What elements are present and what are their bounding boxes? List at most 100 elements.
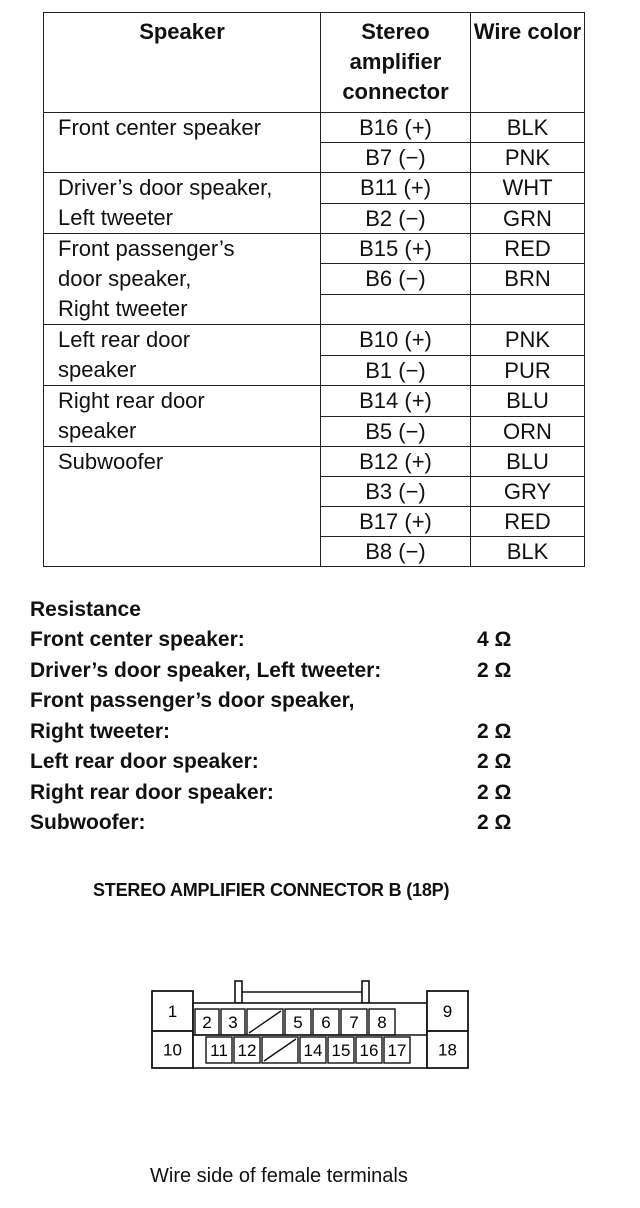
resistance-label: Left rear door speaker:: [30, 750, 259, 773]
connector-diagram: 1 10 9 18 2 3 5 6 7 8 11 12 14 15 16 17: [151, 980, 469, 1069]
resistance-row: Right tweeter: 2 Ω: [30, 717, 590, 748]
speaker-name-line: door speaker,: [58, 266, 192, 291]
terminal-cell: [220, 1008, 246, 1036]
wire-color-cell: BRN: [470, 263, 585, 295]
terminal-number: 2: [202, 1013, 211, 1032]
terminal-number: 8: [377, 1013, 386, 1032]
header-speaker: Speaker: [43, 12, 321, 113]
speaker-cell: Subwoofer: [43, 446, 321, 567]
connector-pin-cell: B6 (−): [320, 263, 471, 295]
speaker-name-line: Left tweeter: [58, 205, 173, 230]
resistance-value: 4 Ω: [477, 628, 512, 651]
wire-color-cell: RED: [470, 232, 585, 265]
wire-color-cell: BLK: [470, 112, 585, 143]
wire-color-cell: ORN: [470, 415, 585, 447]
connector-caption: Wire side of female terminals: [150, 1165, 408, 1187]
connector-pin-cell: B1 (−): [320, 354, 471, 386]
terminal-number: 14: [304, 1041, 323, 1060]
resistance-label: Subwoofer:: [30, 811, 146, 834]
header-wire-color: Wire color: [470, 12, 585, 113]
table-row: Left rear door speaker B10 (+) PNK: [43, 324, 585, 386]
resistance-row: Driver’s door speaker, Left tweeter: 2 Ω: [30, 656, 590, 687]
speaker-name-line: Subwoofer: [58, 449, 164, 474]
speaker-name-line: Left rear door: [58, 327, 191, 352]
connector-pin-cell: B11 (+): [320, 172, 471, 204]
resistance-row: Left rear door speaker: 2 Ω: [30, 747, 590, 778]
terminal-number: 1: [168, 1002, 177, 1021]
terminal-number: 12: [238, 1041, 257, 1060]
resistance-label: Driver’s door speaker, Left tweeter:: [30, 658, 382, 682]
empty-cell: [320, 294, 471, 326]
terminal-number: 15: [332, 1041, 351, 1060]
speaker-cell: Left rear door speaker: [43, 324, 321, 386]
wire-color-cell: BLK: [470, 536, 585, 567]
resistance-row: Right rear door speaker: 2 Ω: [30, 778, 590, 809]
terminal-cell: [355, 1036, 383, 1064]
terminal-number: 7: [349, 1013, 358, 1032]
speaker-cell: Driver’s door speaker, Left tweeter: [43, 172, 321, 234]
terminal-cell: [312, 1008, 340, 1036]
terminal-number: 18: [438, 1041, 457, 1060]
terminal-number: 11: [210, 1041, 228, 1060]
terminal-cell: [151, 1030, 194, 1069]
terminal-number: 17: [388, 1041, 407, 1060]
wire-color-cell: WHT: [470, 172, 585, 204]
blank-terminal-slash: [263, 1038, 297, 1062]
terminal-cell: [194, 1008, 220, 1036]
table-row: [44, 294, 585, 326]
speaker-name-line: Front passenger’s: [58, 236, 235, 261]
connector-pin-cell: B10 (+): [320, 324, 471, 356]
table-row: B8 (−) BLK: [44, 536, 585, 567]
resistance-label: Right rear door speaker:: [30, 780, 274, 804]
table-row: B5 (−) ORN: [44, 415, 585, 447]
connector-pin-cell: B12 (+): [320, 446, 471, 477]
latch-tab-left: [234, 980, 243, 1004]
empty-cell: [470, 294, 585, 326]
header-connector-line: connector: [342, 79, 449, 104]
wire-color-cell: RED: [470, 506, 585, 537]
blank-terminal: [261, 1036, 299, 1064]
terminal-cell: [426, 1030, 469, 1069]
terminal-number: 5: [293, 1013, 302, 1032]
table-body: Front center speaker B16 (+) BLK B7 (−) PNK D…: [43, 112, 585, 567]
wire-color-cell: BLU: [470, 446, 585, 477]
connector-pin-cell: B5 (−): [320, 415, 471, 447]
wire-color-cell: PUR: [470, 354, 585, 386]
terminal-number: 3: [228, 1013, 237, 1032]
connector-pin-cell: B3 (−): [320, 476, 471, 507]
table-row: Subwoofer B12 (+) BLU: [43, 446, 585, 567]
header-connector: Stereo amplifier connector: [320, 12, 471, 113]
header-connector-line: amplifier: [349, 49, 442, 74]
speaker-cell: Front passenger’s door speaker, Right twee…: [43, 233, 321, 325]
connector-title: STEREO AMPLIFIER CONNECTOR B (18P): [93, 880, 450, 900]
resistance-block: Resistance Front center speaker: 4 Ω Drive…: [30, 594, 590, 839]
connector-pin-cell: B14 (+): [320, 385, 471, 417]
wire-color-cell: BLU: [470, 385, 585, 417]
connector-pin-cell: B7 (−): [320, 142, 471, 173]
terminal-cell: [368, 1008, 396, 1036]
terminal-cell: [284, 1008, 312, 1036]
speaker-name-line: Front center speaker: [58, 115, 261, 140]
terminal-cell: [327, 1036, 355, 1064]
terminal-number: 6: [321, 1013, 330, 1032]
table-row: B7 (−) PNK: [44, 142, 585, 173]
connector-pin-cell: B17 (+): [320, 506, 471, 537]
resistance-title: Resistance: [30, 598, 141, 621]
resistance-label: Right tweeter:: [30, 719, 171, 743]
terminal-number: 10: [163, 1041, 182, 1060]
speaker-name-line: Right rear door: [58, 388, 205, 413]
blank-terminal-slash: [248, 1010, 282, 1034]
wire-color-cell: PNK: [470, 142, 585, 173]
wire-color-table: Speaker Stereo amplifier connector Wire …: [43, 12, 585, 567]
resistance-value: 2 Ω: [477, 750, 512, 773]
speaker-name-line: Driver’s door speaker,: [58, 175, 273, 200]
wire-color-cell: PNK: [470, 324, 585, 356]
terminal-cell: [340, 1008, 368, 1036]
table-row: B17 (+) RED: [44, 506, 585, 537]
speaker-name-line: speaker: [58, 357, 137, 382]
speaker-cell: Front center speaker: [43, 112, 321, 173]
terminal-number: 9: [443, 1002, 452, 1021]
resistance-row: Subwoofer: 2 Ω: [30, 808, 590, 839]
table-row: Front center speaker B16 (+) BLK: [43, 112, 585, 173]
table-row: B6 (−) BRN: [44, 263, 585, 295]
